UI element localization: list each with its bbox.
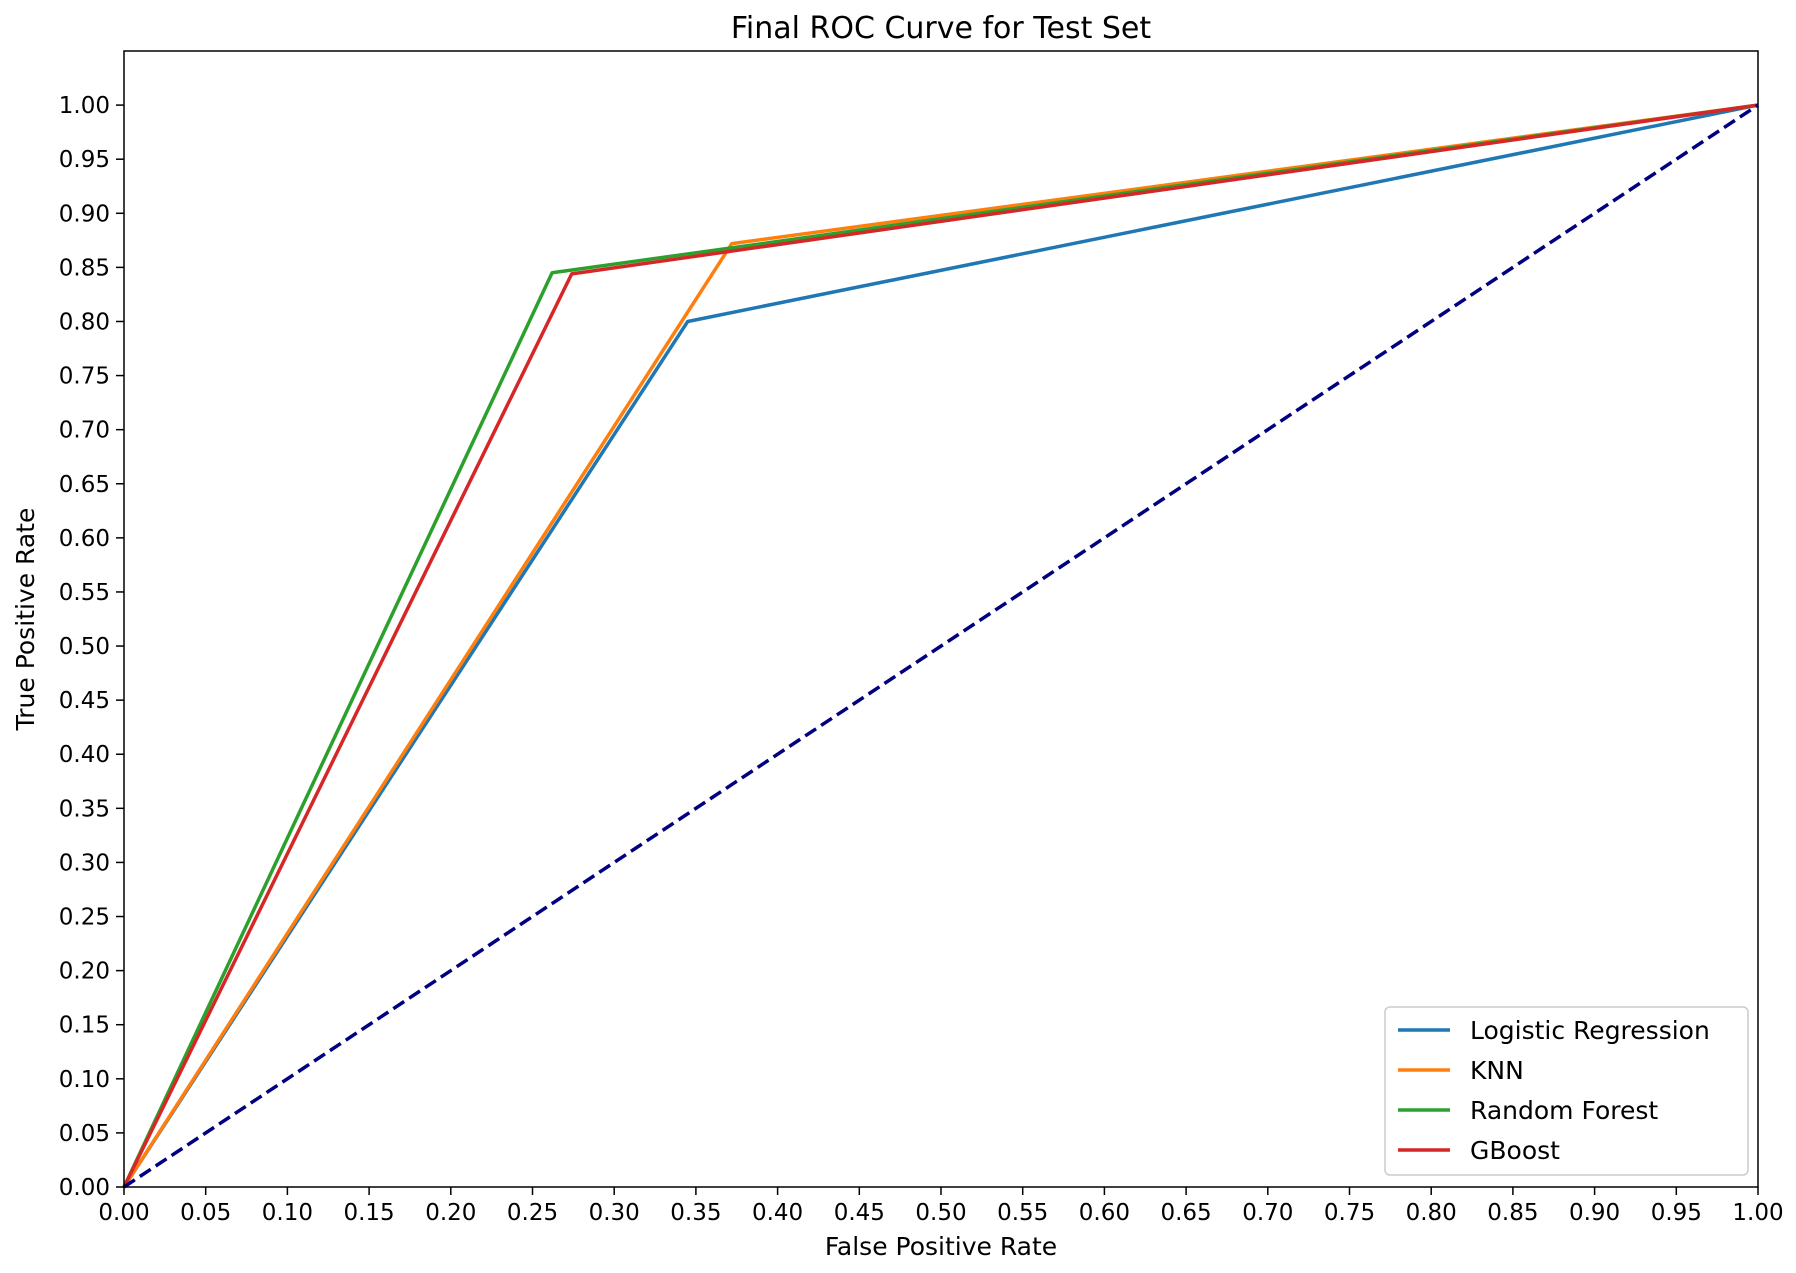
x-axis-title: False Positive Rate	[825, 1232, 1057, 1261]
legend-label: Random Forest	[1470, 1096, 1658, 1125]
y-tick-label: 1.00	[59, 93, 110, 119]
legend-box	[1384, 1006, 1749, 1176]
x-tick-label: 0.60	[1079, 1200, 1130, 1226]
x-tick-label: 0.55	[997, 1200, 1048, 1226]
x-tick-label: 0.85	[1487, 1200, 1538, 1226]
y-tick-label: 0.35	[59, 796, 110, 822]
x-tick-label: 0.05	[180, 1200, 231, 1226]
y-tick-label: 0.85	[59, 255, 110, 281]
x-tick-label: 0.80	[1406, 1200, 1457, 1226]
x-tick-label: 0.90	[1569, 1200, 1620, 1226]
y-tick-label: 0.30	[59, 850, 110, 876]
x-tick-label: 0.35	[670, 1200, 721, 1226]
reference-diagonal-line	[123, 103, 1759, 1189]
x-tick-label: 0.25	[507, 1200, 558, 1226]
plot-lines	[122, 103, 1759, 1189]
y-tick-label: 0.95	[59, 147, 110, 173]
y-axis-title: True Positive Rate	[11, 508, 40, 732]
y-tick-label: 0.75	[59, 364, 110, 390]
y-tick-label: 0.50	[59, 634, 110, 660]
legend-label: Logistic Regression	[1470, 1016, 1710, 1045]
y-tick-label: 0.40	[59, 742, 110, 768]
x-tick-label: 0.75	[1324, 1200, 1375, 1226]
x-tick-label: 1.00	[1732, 1200, 1783, 1226]
x-tick-label: 0.10	[262, 1200, 313, 1226]
y-tick-label: 0.60	[59, 526, 110, 552]
x-tick-label: 0.45	[834, 1200, 885, 1226]
y-tick-label: 0.25	[59, 905, 110, 931]
series-line-gboost	[122, 103, 1759, 1188]
y-tick-label: 0.20	[59, 959, 110, 985]
y-tick-label: 0.65	[59, 472, 110, 498]
x-tick-label: 0.50	[915, 1200, 966, 1226]
x-tick-label: 0.70	[1242, 1200, 1293, 1226]
y-tick-label: 0.00	[59, 1175, 110, 1201]
chart-title: Final ROC Curve for Test Set	[731, 11, 1152, 46]
y-tick-label: 0.55	[59, 580, 110, 606]
y-tick-label: 0.05	[59, 1121, 110, 1147]
x-tick-label: 0.65	[1160, 1200, 1211, 1226]
x-tick-label: 0.30	[589, 1200, 640, 1226]
y-tick-label: 0.90	[59, 201, 110, 227]
x-tick-label: 0.15	[343, 1200, 394, 1226]
y-tick-label: 0.70	[59, 418, 110, 444]
x-tick-label: 0.20	[425, 1200, 476, 1226]
legend-label: KNN	[1470, 1056, 1524, 1085]
x-tick-label: 0.95	[1651, 1200, 1702, 1226]
legend-label: GBoost	[1470, 1136, 1560, 1165]
y-tick-label: 0.15	[59, 1013, 110, 1039]
y-tick-label: 0.80	[59, 309, 110, 335]
legend: Logistic Regression KNN Random Forest GBoos…	[1384, 1006, 1749, 1176]
x-tick-label: 0.40	[752, 1200, 803, 1226]
y-axis: 0.00 0.05 0.10 0.15 0.20 0.25 0.30 0.35 0.40 0.45…	[59, 93, 124, 1201]
x-axis: 0.00 0.05 0.10 0.15 0.20 0.25 0.30 0.35 0.40 0.45…	[98, 1187, 1784, 1226]
y-tick-label: 0.45	[59, 688, 110, 714]
x-tick-label: 0.00	[98, 1200, 149, 1226]
y-tick-label: 0.10	[59, 1067, 110, 1093]
